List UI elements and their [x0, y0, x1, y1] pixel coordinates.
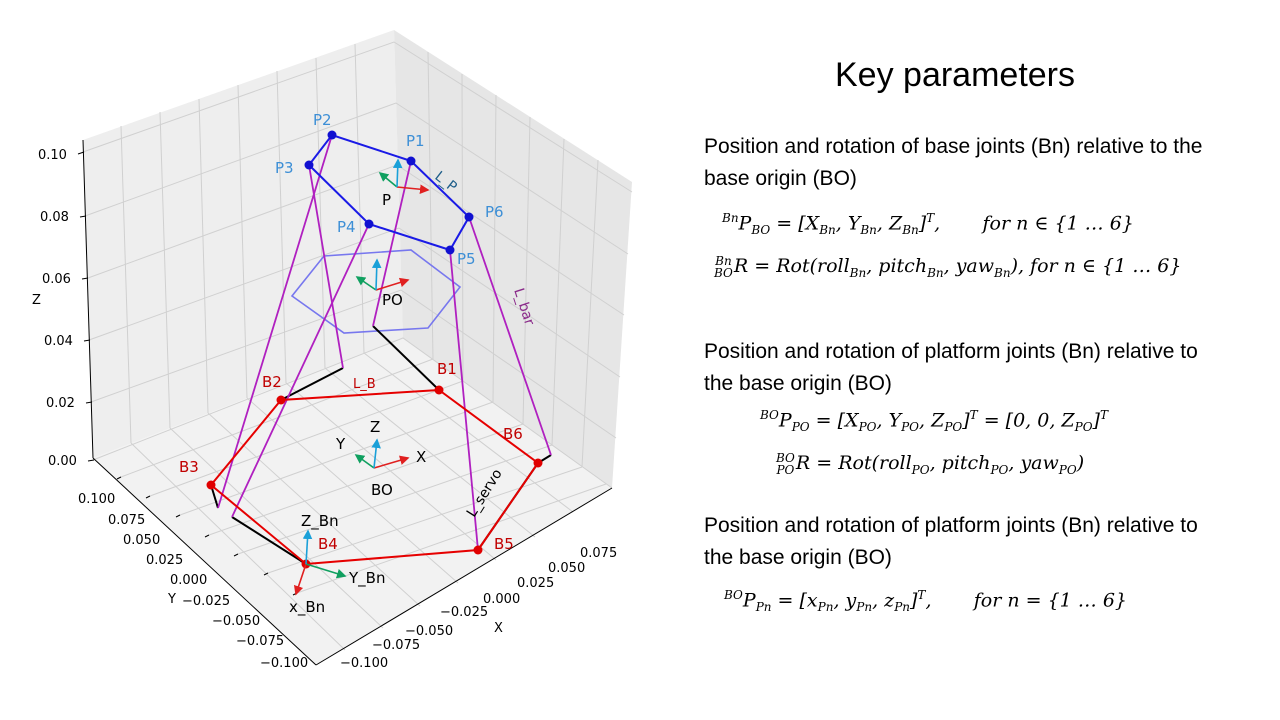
equation-base-rotation: Bn BOR = Rot(rollBn, pitchBn, yawBn), for…	[714, 254, 1182, 280]
y-tick-label: 0.075	[108, 513, 145, 528]
label-bn-z: Z_Bn	[301, 512, 339, 531]
grid-lines	[82, 41, 633, 651]
label-p2: P2	[313, 111, 332, 129]
y-tick-label: −0.075	[236, 634, 284, 649]
label-p1: P1	[406, 132, 425, 150]
stewart-platform-3d-plot: 0.10 0.08 0.06 0.04 0.02 0.00 Z 0.100 0.…	[32, 30, 633, 671]
z-tick-label: 0.00	[48, 454, 77, 469]
label-b6: B6	[503, 425, 523, 443]
label-b1: B1	[437, 360, 457, 378]
x-tick-label: −0.100	[340, 656, 388, 671]
frame-bo-axes	[354, 438, 410, 469]
z-axis-label: Z	[32, 293, 41, 308]
label-b5: B5	[494, 535, 514, 553]
z-tick-label: 0.08	[40, 210, 69, 225]
z-tick-label: 0.02	[46, 396, 75, 411]
x-tick-label: 0.025	[517, 576, 554, 591]
equation-po-position: BOPPO = [XPO, YPO, ZPO]T = [0, 0, ZPO]T	[760, 408, 1108, 435]
platform-joints	[304, 130, 474, 255]
x-axis-line	[315, 487, 613, 666]
label-b2: B2	[262, 373, 282, 391]
y-tick-label: 0.100	[78, 492, 115, 507]
label-frame-po: PO	[382, 291, 403, 309]
label-bn-x: x_Bn	[289, 598, 325, 617]
label-p4: P4	[337, 218, 356, 236]
y-tick-label: 0.050	[123, 533, 160, 548]
x-tick-label: −0.050	[405, 624, 453, 639]
x-tick-label: −0.075	[372, 638, 420, 653]
y-tick-label: −0.050	[212, 614, 260, 629]
z-axis-ticks	[77, 151, 95, 462]
section-platform-joints: Position and rotation of platform joints…	[704, 514, 1198, 569]
y-axis-line	[92, 457, 317, 666]
x-tick-label: 0.000	[483, 592, 520, 607]
equation-pn-position: BOPPn = [xPn, yPn, zPn]T, for n = {1 … 6…	[724, 588, 1128, 615]
label-p3: P3	[275, 159, 294, 177]
back-right-pane	[394, 30, 632, 488]
panel-title: Key parameters	[835, 56, 1075, 94]
y-tick-label: −0.100	[260, 656, 308, 671]
label-frame-bo: BO	[371, 481, 393, 499]
z-tick-label: 0.06	[42, 272, 71, 287]
z-axis-line	[82, 139, 94, 459]
label-bo-x: X	[416, 448, 426, 466]
x-tick-label: 0.075	[580, 546, 617, 561]
frame-po-axes	[355, 258, 410, 291]
label-p6: P6	[485, 203, 504, 221]
label-p5: P5	[457, 250, 476, 268]
label-bo-y: Y	[335, 435, 346, 453]
floor-pane	[93, 338, 612, 665]
po-hexagon	[290, 249, 462, 334]
label-b4: B4	[318, 535, 338, 553]
z-tick-label: 0.04	[44, 334, 73, 349]
frame-p-axes	[378, 158, 430, 195]
equation-base-position: BnPBO = [XBn, YBn, ZBn]T, for n ∈ {1 … 6…	[722, 211, 1134, 238]
label-b3: B3	[179, 458, 199, 476]
x-tick-label: 0.050	[548, 561, 585, 576]
z-tick-label: 0.10	[38, 148, 67, 163]
y-tick-label: 0.025	[146, 553, 183, 568]
label-bo-z: Z	[370, 418, 380, 436]
equation-po-rotation: BO POR = Rot(rollPO, pitchPO, yawPO)	[776, 451, 1085, 477]
label-l-b: L_B	[353, 377, 376, 392]
y-axis-label: Y	[167, 592, 176, 607]
section-platform-origin: Position and rotation of platform joints…	[704, 340, 1198, 395]
label-bn-y: Y_Bn	[348, 569, 385, 588]
frame-bn-axes	[293, 529, 347, 596]
bars	[217, 134, 552, 551]
y-axis-ticks	[116, 476, 298, 596]
label-frame-p: P	[382, 191, 391, 209]
y-tick-label: 0.000	[170, 573, 207, 588]
x-axis-label: X	[494, 621, 503, 636]
y-tick-label: −0.025	[182, 594, 230, 609]
x-tick-label: −0.025	[440, 605, 488, 620]
section-base-joints: Position and rotation of base joints (Bn…	[704, 135, 1203, 190]
